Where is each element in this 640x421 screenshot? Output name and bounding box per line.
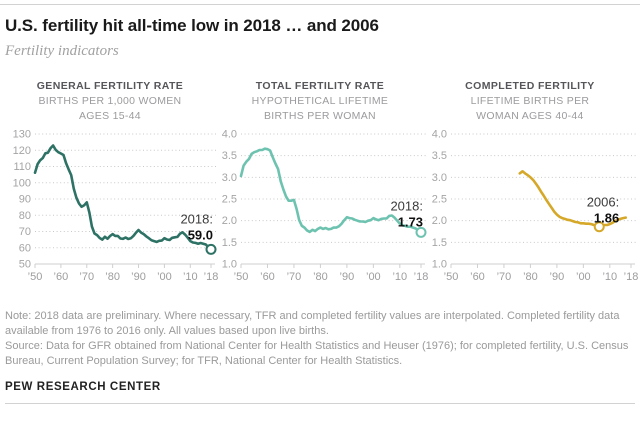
- y-tick-label: 60: [19, 242, 31, 254]
- pew-research-center-wordmark: PEW RESEARCH CENTER: [5, 381, 161, 393]
- source-text: Source: Data for GFR obtained from Natio…: [5, 340, 629, 367]
- x-tick-label: ’60: [260, 271, 275, 283]
- x-tick-label: ’50: [444, 271, 459, 283]
- y-tick-label: 3.5: [222, 150, 237, 162]
- tfr-line-chart: 1.0 1.5 2.0 2.5 3.0 3.5 4.0 ’50 ’60 ’70 ’80 ’90 ’00 ’…: [215, 128, 429, 286]
- highlight-point-marker: [593, 221, 605, 233]
- x-tick-label: ’10: [183, 271, 198, 283]
- page-title: U.S. fertility hit all-time low in 2018 …: [5, 16, 379, 35]
- x-tick-label: ’90: [340, 271, 355, 283]
- x-tick-label: ’10: [602, 271, 617, 283]
- x-tick-label: ’18: [414, 271, 429, 283]
- chart-title: GENERAL FERTILITY RATE: [36, 80, 184, 92]
- y-tick-label: 1.0: [222, 259, 237, 271]
- y-tick-label: 2.0: [222, 215, 237, 227]
- charts-row: GENERAL FERTILITY RATE BIRTHS PER 1,000 …: [5, 79, 639, 286]
- x-tick-label: ’70: [79, 271, 94, 283]
- x-tick-label: ’70: [497, 271, 512, 283]
- chart-header: COMPLETED FERTILITY LIFETIME BIRTHS PER …: [425, 79, 635, 124]
- y-tick-label: 3.0: [432, 172, 447, 184]
- highlight-point-marker: [415, 226, 427, 238]
- chart-header: GENERAL FERTILITY RATE BIRTHS PER 1,000 …: [5, 79, 215, 124]
- y-tick-label: 4.0: [432, 129, 447, 141]
- y-tick-label: 2.0: [432, 215, 447, 227]
- x-tick-label: ’80: [523, 271, 538, 283]
- annotation-value: 59.0: [188, 227, 213, 242]
- x-tick-label: ’60: [470, 271, 485, 283]
- y-tick-label: 3.0: [222, 172, 237, 184]
- y-tick-label: 100: [13, 177, 31, 189]
- gfr-line-chart: 50 60 70 80 90 100 110 120 130 ’50 ’60 ’70 ’80 ’90 ’00…: [5, 128, 219, 286]
- x-tick-label: ’70: [287, 271, 302, 283]
- highlight-point-marker: [205, 243, 217, 255]
- chart-subtitle-line: WOMAN AGES 40-44: [476, 110, 584, 122]
- x-tick-label: ’80: [313, 271, 328, 283]
- x-tick-label: ’90: [131, 271, 146, 283]
- data-line: [33, 144, 213, 251]
- chart-title: COMPLETED FERTILITY: [465, 80, 595, 92]
- x-tick-label: ’80: [105, 271, 120, 283]
- y-tick-label: 3.5: [432, 150, 447, 162]
- line-chart-svg: 50 60 70 80 90 100 110 120 130 ’50 ’60 ’70 ’80 ’90 ’00…: [13, 129, 219, 284]
- line-chart-svg: 1.0 1.5 2.0 2.5 3.0 3.5 4.0 ’50 ’60 ’70 ’80 ’90 ’00 ’…: [222, 129, 429, 284]
- x-tick-label: ’00: [366, 271, 381, 283]
- chart-title: TOTAL FERTILITY RATE: [255, 80, 385, 92]
- chart-subtitle-line: HYPOTHETICAL LIFETIME: [251, 95, 389, 107]
- chart-subtitle-line: BIRTHS PER WOMAN: [263, 110, 376, 122]
- annotation-value: 1.73: [398, 214, 423, 229]
- y-tick-label: 2.5: [432, 194, 447, 206]
- chart-subtitle-line: AGES 15-44: [79, 110, 141, 122]
- completed-fertility-line-chart: 1.0 1.5 2.0 2.5 3.0 3.5 4.0 ’50 ’60 ’70 ’80 ’90 ’00 ’…: [425, 128, 639, 286]
- chart-general-fertility-rate: GENERAL FERTILITY RATE BIRTHS PER 1,000 …: [5, 79, 219, 286]
- x-tick-label: ’50: [234, 271, 249, 283]
- y-tick-label: 1.5: [432, 237, 447, 249]
- x-tick-label: ’10: [392, 271, 407, 283]
- y-tick-label: 4.0: [222, 129, 237, 141]
- x-tick-label: ’18: [624, 271, 639, 283]
- chart-subtitle-line: LIFETIME BIRTHS PER: [470, 95, 590, 107]
- y-tick-label: 1.0: [432, 259, 447, 271]
- data-line: [518, 169, 627, 228]
- annotation-year: 2018:: [180, 211, 213, 226]
- x-tick-label: ’60: [54, 271, 69, 283]
- y-tick-label: 80: [19, 210, 31, 222]
- bottom-divider: [5, 403, 635, 405]
- x-tick-label: ’00: [157, 271, 172, 283]
- x-tick-label: ’90: [549, 271, 564, 283]
- y-tick-label: 70: [19, 226, 31, 238]
- chart-total-fertility-rate: TOTAL FERTILITY RATE HYPOTHETICAL LIFETI…: [215, 79, 429, 286]
- y-tick-label: 120: [13, 145, 31, 157]
- y-tick-label: 2.5: [222, 194, 237, 206]
- annotation-value: 1.86: [594, 211, 619, 226]
- annotation-year: 2018:: [390, 198, 423, 213]
- notes-block: Note: 2018 data are preliminary. Where n…: [5, 309, 635, 369]
- page-subtitle: Fertility indicators: [5, 43, 119, 59]
- y-tick-label: 90: [19, 194, 31, 206]
- chart-header: TOTAL FERTILITY RATE HYPOTHETICAL LIFETI…: [215, 79, 425, 124]
- y-tick-label: 1.5: [222, 237, 237, 249]
- y-tick-label: 50: [19, 259, 31, 271]
- x-tick-label: ’18: [204, 271, 219, 283]
- x-tick-label: ’50: [28, 271, 43, 283]
- chart-completed-fertility: COMPLETED FERTILITY LIFETIME BIRTHS PER …: [425, 79, 639, 286]
- x-tick-label: ’00: [576, 271, 591, 283]
- data-line: [239, 147, 423, 234]
- y-tick-label: 130: [13, 129, 31, 141]
- infographic: U.S. fertility hit all-time low in 2018 …: [0, 4, 640, 405]
- note-text: Note: 2018 data are preliminary. Where n…: [5, 310, 620, 337]
- annotation-year: 2006:: [587, 195, 620, 210]
- line-chart-svg: 1.0 1.5 2.0 2.5 3.0 3.5 4.0 ’50 ’60 ’70 ’80 ’90 ’00 ’…: [432, 129, 639, 284]
- chart-subtitle-line: BIRTHS PER 1,000 WOMEN: [38, 95, 182, 107]
- y-tick-label: 110: [13, 161, 31, 173]
